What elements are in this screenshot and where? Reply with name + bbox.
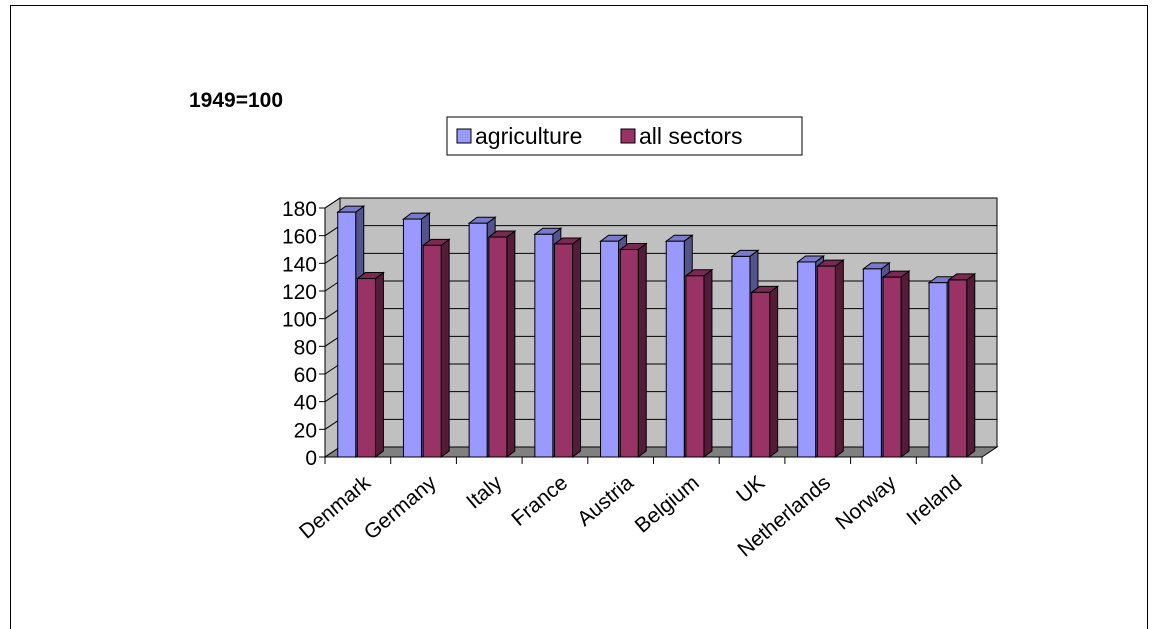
bar-all-sectors-norway — [881, 270, 911, 458]
legend-swatch — [456, 128, 472, 144]
y-tick-label: 120 — [282, 281, 317, 304]
y-tick-label: 160 — [282, 226, 317, 249]
y-tick-label: 40 — [294, 392, 317, 415]
legend-swatch — [620, 128, 636, 144]
legend-label: agriculture — [475, 123, 582, 149]
y-tick-label: 20 — [294, 419, 317, 442]
gridline-side — [324, 197, 341, 209]
legend-box — [446, 116, 803, 156]
y-tick-label: 140 — [282, 253, 317, 276]
x-tick-label: Belgium — [631, 471, 704, 537]
bar-all-sectors-netherlands — [815, 259, 845, 458]
x-tick-label: Norway — [831, 471, 901, 535]
bar-all-sectors-france — [553, 236, 583, 458]
y-tick-label: 180 — [282, 198, 317, 221]
bar-all-sectors-belgium — [684, 268, 714, 458]
legend: agriculture all sectors — [446, 116, 803, 156]
x-tick-label: Austria — [573, 471, 638, 531]
bar-all-sectors-germany — [421, 238, 451, 458]
x-tick-label: UK — [732, 471, 769, 507]
bar-all-sectors-uk — [750, 285, 780, 458]
bar-all-sectors-denmark — [355, 271, 385, 458]
bar-all-sectors-italy — [487, 230, 517, 458]
x-tick-label: Germany — [360, 471, 441, 544]
chart-subtitle: 1949=100 — [189, 89, 283, 112]
y-tick-label: 100 — [282, 309, 317, 332]
legend-label: all sectors — [639, 123, 743, 149]
x-tick-label: Denmark — [295, 471, 375, 544]
x-tick-label: France — [507, 471, 572, 531]
y-tick-label: 60 — [294, 364, 317, 387]
y-tick-label: 0 — [305, 447, 317, 470]
x-tick-label: Italy — [462, 471, 507, 514]
y-tick-label: 80 — [294, 336, 317, 359]
chart-border — [10, 5, 1148, 629]
x-tick-label: Ireland — [902, 471, 966, 530]
bar-all-sectors-austria — [618, 242, 648, 458]
bar-all-sectors-ireland — [947, 272, 977, 458]
